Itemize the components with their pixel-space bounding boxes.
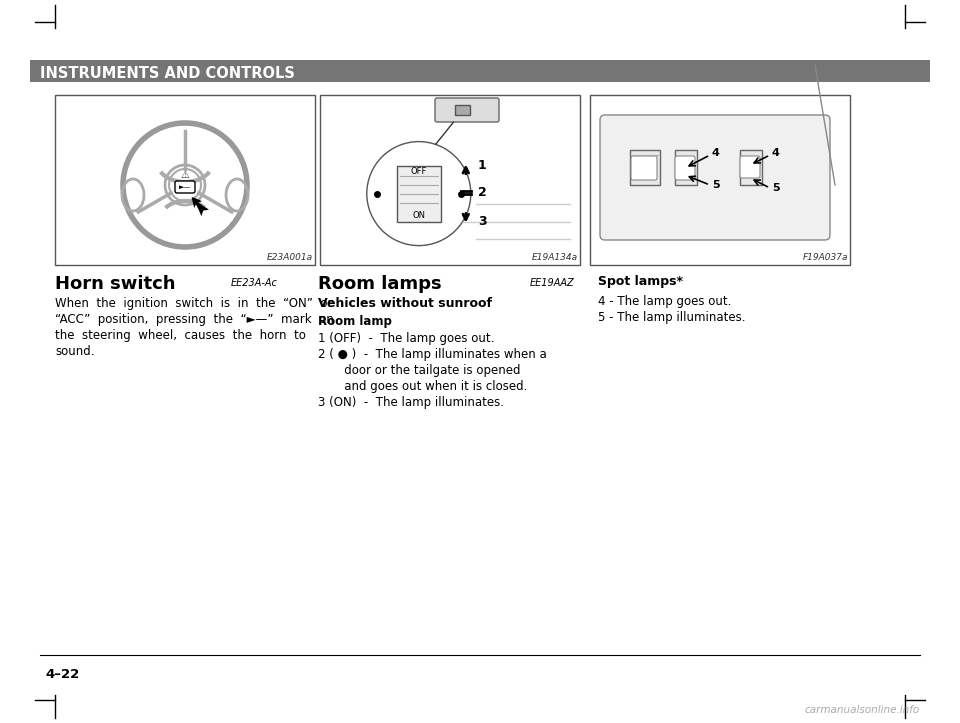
Text: and goes out when it is closed.: and goes out when it is closed. bbox=[318, 380, 527, 393]
Bar bbox=[55, 95, 315, 265]
Text: 1: 1 bbox=[478, 159, 487, 172]
Text: Vehicles without sunroof: Vehicles without sunroof bbox=[318, 297, 492, 310]
Bar bbox=[590, 95, 850, 265]
Bar bbox=[630, 150, 660, 185]
Bar bbox=[740, 150, 762, 185]
FancyBboxPatch shape bbox=[631, 156, 657, 180]
Text: Room lamps: Room lamps bbox=[318, 275, 442, 293]
Text: 4 - The lamp goes out.: 4 - The lamp goes out. bbox=[598, 295, 732, 308]
Text: 1 (OFF)  -  The lamp goes out.: 1 (OFF) - The lamp goes out. bbox=[318, 332, 494, 345]
Text: 5 - The lamp illuminates.: 5 - The lamp illuminates. bbox=[598, 311, 746, 324]
Text: 3: 3 bbox=[478, 215, 487, 228]
Text: E23A001a: E23A001a bbox=[267, 253, 313, 262]
Text: ►—: ►— bbox=[179, 184, 191, 190]
Text: 4: 4 bbox=[712, 148, 720, 158]
Text: INSTRUMENTS AND CONTROLS: INSTRUMENTS AND CONTROLS bbox=[40, 67, 295, 82]
Text: 2: 2 bbox=[478, 186, 487, 199]
FancyBboxPatch shape bbox=[175, 181, 195, 193]
Text: OFF: OFF bbox=[411, 167, 427, 176]
Text: 5: 5 bbox=[712, 180, 720, 190]
Bar bbox=[396, 166, 441, 222]
Text: sound.: sound. bbox=[55, 345, 94, 358]
Text: door or the tailgate is opened: door or the tailgate is opened bbox=[318, 364, 520, 377]
Text: F19A037a: F19A037a bbox=[803, 253, 848, 262]
FancyBboxPatch shape bbox=[600, 115, 830, 240]
Text: EE19AAZ: EE19AAZ bbox=[529, 278, 574, 288]
Text: Horn switch: Horn switch bbox=[55, 275, 176, 293]
Text: carmanualsonline.info: carmanualsonline.info bbox=[804, 705, 920, 715]
Text: 4: 4 bbox=[772, 148, 780, 158]
Text: When  the  ignition  switch  is  in  the  “ON”  or: When the ignition switch is in the “ON” … bbox=[55, 297, 332, 310]
Text: Room lamp: Room lamp bbox=[318, 315, 392, 328]
Text: Spot lamps*: Spot lamps* bbox=[598, 275, 683, 288]
FancyBboxPatch shape bbox=[435, 98, 499, 122]
Text: the  steering  wheel,  causes  the  horn  to: the steering wheel, causes the horn to bbox=[55, 329, 306, 342]
Text: E19A134a: E19A134a bbox=[532, 253, 578, 262]
Bar bbox=[675, 150, 697, 185]
Text: ⚠: ⚠ bbox=[180, 170, 189, 180]
Bar bbox=[455, 105, 470, 115]
Text: 2 ( ● )  -  The lamp illuminates when a: 2 ( ● ) - The lamp illuminates when a bbox=[318, 348, 547, 361]
Text: “ACC”  position,  pressing  the  “►—”  mark  on: “ACC” position, pressing the “►—” mark o… bbox=[55, 313, 334, 326]
Bar bbox=[320, 95, 580, 265]
Text: ON: ON bbox=[412, 211, 425, 220]
FancyBboxPatch shape bbox=[740, 156, 760, 178]
Bar bbox=[30, 60, 930, 82]
Text: 3 (ON)  -  The lamp illuminates.: 3 (ON) - The lamp illuminates. bbox=[318, 396, 504, 409]
Text: 4–22: 4–22 bbox=[45, 668, 80, 681]
Text: 5: 5 bbox=[772, 183, 780, 193]
FancyBboxPatch shape bbox=[675, 156, 695, 180]
Text: EE23A-Ac: EE23A-Ac bbox=[231, 278, 278, 288]
